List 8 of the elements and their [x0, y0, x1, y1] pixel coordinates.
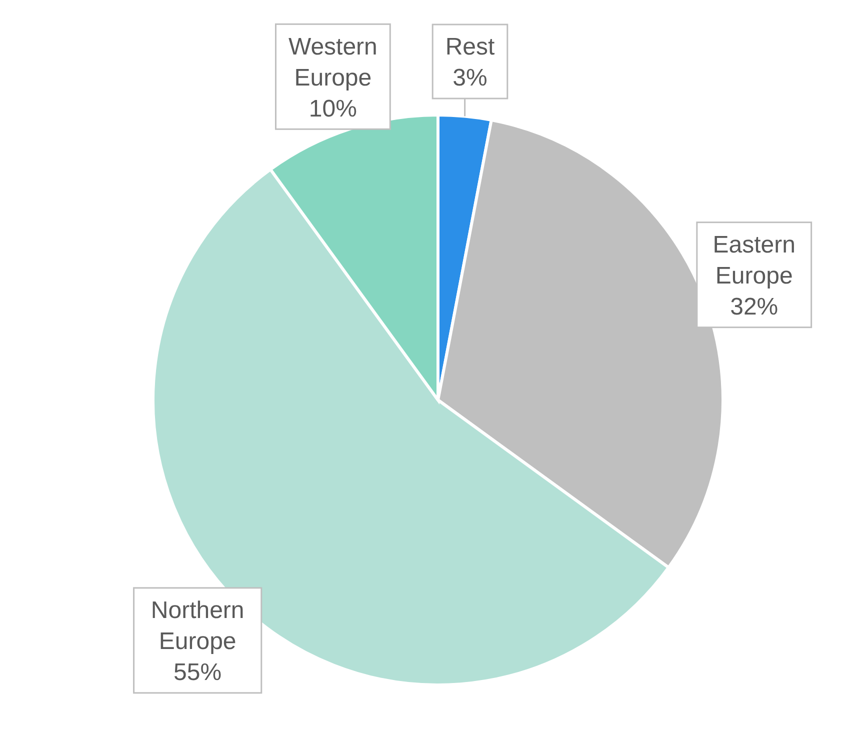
- data-label: 10%: [308, 95, 357, 122]
- slice-label: Rest: [445, 34, 495, 61]
- data-label: 3%: [452, 64, 488, 92]
- data-label: 55%: [174, 659, 222, 686]
- data-label: 32%: [730, 294, 778, 321]
- slice-label: Northern Europe: [150, 597, 244, 656]
- slice-label: Western Europe: [288, 33, 378, 92]
- slice-label: Eastern Europe: [712, 232, 796, 290]
